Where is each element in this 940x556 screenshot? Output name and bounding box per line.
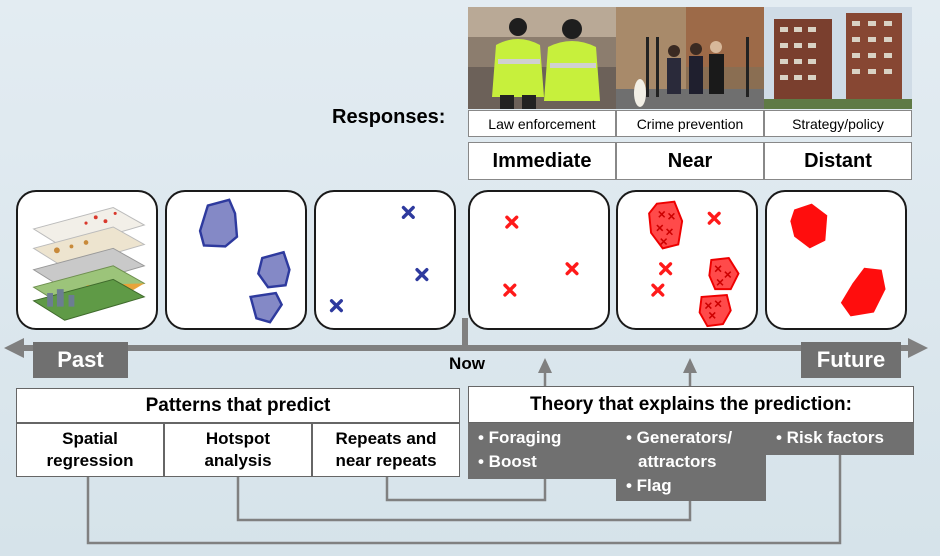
timeline-left-arrow: [4, 338, 24, 358]
horizon-immediate: Immediate: [468, 142, 616, 180]
tile-distant-map: [765, 190, 907, 330]
repeat-marker: [401, 205, 415, 219]
pattern-line: analysis: [204, 451, 272, 470]
theory-item: • Risk factors: [776, 428, 884, 447]
theory-item: • Foraging: [478, 428, 562, 447]
pattern-line: Hotspot: [205, 429, 271, 448]
theory-item: • Flag: [626, 476, 672, 495]
tile-hotspot-map: [165, 190, 307, 330]
pattern-hotspot-analysis: Hotspot analysis: [164, 423, 312, 477]
theory-group-distant: • Risk factors: [766, 423, 914, 455]
now-marker: [462, 318, 468, 348]
risk-area: [790, 203, 828, 249]
patterns-title: Patterns that predict: [16, 388, 460, 423]
horizon-distant: Distant: [764, 142, 912, 180]
community-photo: [616, 7, 764, 109]
crime-marker: [503, 283, 517, 297]
crime-marker: [707, 211, 721, 225]
crime-marker: [651, 283, 665, 297]
response-strategy-policy: Strategy/policy: [764, 110, 912, 137]
predicted-hotspot: [648, 200, 684, 250]
repeat-marker: [329, 299, 343, 313]
pattern-line: regression: [46, 451, 134, 470]
crime-marker: [659, 262, 673, 276]
theory-item: • Boost: [478, 452, 537, 471]
tile-immediate-map: [468, 190, 610, 330]
buildings-photo: [764, 7, 912, 109]
predicted-hotspot: [698, 293, 732, 328]
response-crime-prevention: Crime prevention: [616, 110, 764, 137]
predicted-hotspot: [708, 257, 740, 291]
response-law-enforcement: Law enforcement: [468, 110, 616, 137]
theory-title: Theory that explains the prediction:: [468, 386, 914, 423]
arrowhead-near-1: [538, 358, 552, 373]
theory-group-near: • Generators/ attractors • Flag: [616, 423, 766, 501]
past-label: Past: [33, 342, 128, 378]
pattern-line: near repeats: [335, 451, 437, 470]
future-label: Future: [801, 342, 901, 378]
hotspot-area: [257, 250, 291, 289]
theory-item: • Generators/: [626, 428, 733, 447]
police-photo: [468, 7, 616, 109]
now-label: Now: [449, 354, 485, 373]
hotspot-area: [198, 198, 239, 248]
tile-repeats-map: [314, 190, 456, 330]
horizon-near: Near: [616, 142, 764, 180]
hotspot-area: [249, 291, 284, 324]
risk-area: [840, 267, 886, 317]
tile-near-map: [616, 190, 758, 330]
pattern-line: Repeats and: [335, 429, 437, 448]
responses-title: Responses:: [332, 106, 446, 128]
arrowhead-near-2: [683, 358, 697, 373]
pattern-line: Spatial: [62, 429, 118, 448]
pattern-spatial-regression: Spatial regression: [16, 423, 164, 477]
pattern-repeats: Repeats and near repeats: [312, 423, 460, 477]
theory-item: attractors: [638, 452, 717, 471]
connector-regression: [86, 455, 842, 545]
timeline-right-arrow: [908, 338, 928, 358]
theory-group-immediate: • Foraging • Boost: [468, 423, 616, 479]
repeat-marker: [415, 268, 429, 282]
crime-marker: [565, 262, 579, 276]
tile-layers-map: [16, 190, 158, 330]
crime-marker: [505, 215, 519, 229]
